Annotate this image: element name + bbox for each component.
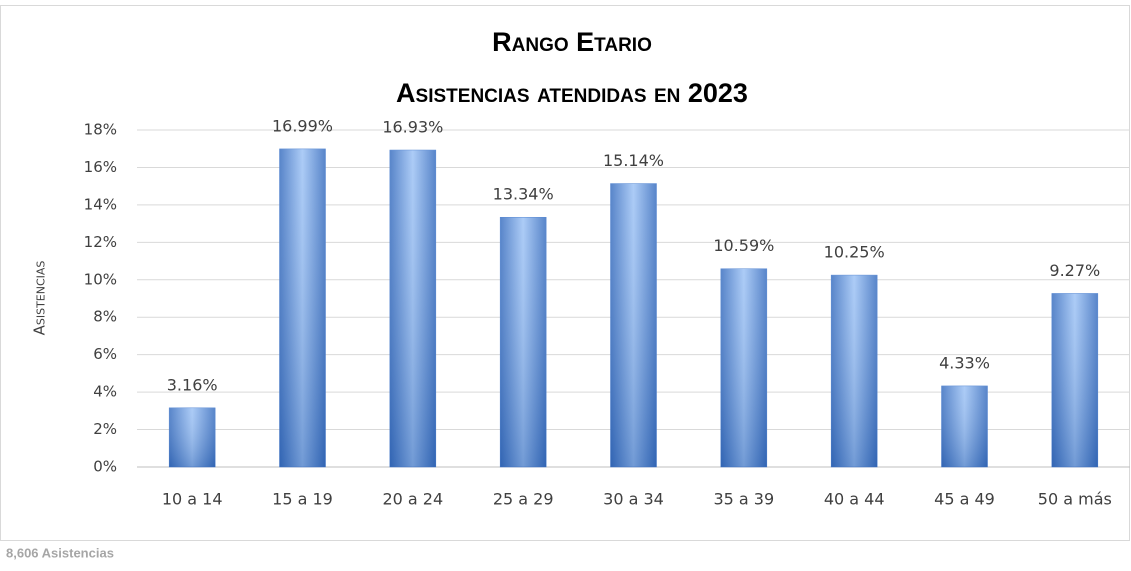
data-label: 16.93% <box>382 118 443 137</box>
note: 8,606 Asistencias <box>6 545 114 560</box>
chart-subtitle: Asistencias atendidas en 2023 <box>396 78 748 108</box>
y-axis-title: Asistencias <box>31 261 49 336</box>
y-tick-label: 2% <box>93 420 117 438</box>
y-tick-label: 4% <box>93 383 117 401</box>
x-tick-label: 45 a 49 <box>934 490 995 509</box>
x-tick-label: 20 a 24 <box>382 490 443 509</box>
bar-shade <box>1051 293 1098 467</box>
y-tick-label: 12% <box>84 233 117 251</box>
data-label: 4.33% <box>939 353 990 372</box>
x-tick-label: 10 a 14 <box>162 490 223 509</box>
data-label: 9.27% <box>1049 261 1100 280</box>
bar-shade <box>389 150 436 467</box>
x-tick-label: 30 a 34 <box>603 490 664 509</box>
data-label: 15.14% <box>603 151 664 170</box>
y-tick-label: 10% <box>84 270 117 288</box>
x-tick-label: 40 a 44 <box>824 490 885 509</box>
y-tick-label: 0% <box>93 458 117 476</box>
bar-shade <box>720 268 767 467</box>
bar-shade <box>610 183 657 467</box>
data-label: 13.34% <box>493 185 554 204</box>
y-tick-label: 14% <box>84 195 117 213</box>
x-tick-label: 35 a 39 <box>713 490 774 509</box>
data-label: 3.16% <box>167 375 218 394</box>
chart-frame <box>0 5 1130 541</box>
y-tick-label: 16% <box>84 158 117 176</box>
x-tick-label: 25 a 29 <box>493 490 554 509</box>
bar-shade <box>831 275 878 467</box>
y-tick-label: 6% <box>93 345 117 363</box>
data-label: 16.99% <box>272 116 333 135</box>
bar-shade <box>169 407 216 467</box>
data-label: 10.25% <box>824 243 885 262</box>
bar-shade <box>941 385 988 467</box>
bar-shade <box>500 217 547 467</box>
y-tick-label: 8% <box>93 308 117 326</box>
bar-shade <box>279 148 326 468</box>
chart-title: Rango Etario <box>492 27 652 57</box>
y-tick-label: 18% <box>84 121 117 139</box>
data-label: 10.59% <box>713 236 774 255</box>
x-tick-label: 15 a 19 <box>272 490 333 509</box>
x-tick-label: 50 a más <box>1038 490 1112 509</box>
